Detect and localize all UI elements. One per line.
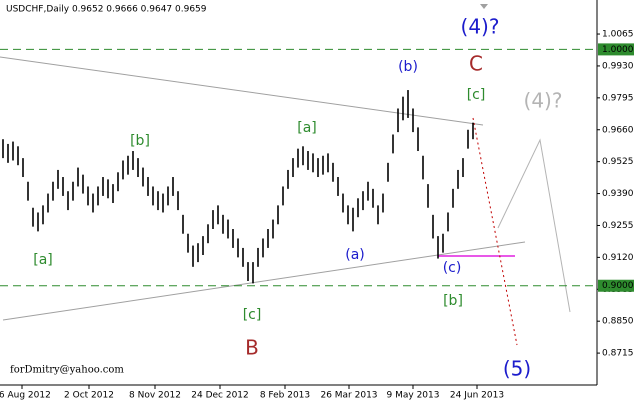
wave-label: (b) <box>398 59 418 75</box>
watermark: forDmitry@yahoo.com <box>10 365 124 376</box>
y-tick-label: 0.9120 <box>602 253 634 263</box>
level-label-box <box>598 43 634 56</box>
x-tick-label: 2 Oct 2012 <box>64 391 114 401</box>
x-tick-label: 26 Aug 2012 <box>0 391 51 401</box>
wave-label: [c] <box>243 307 262 323</box>
x-tick-label: 9 May 2013 <box>387 391 440 401</box>
level-label: 0.9000 <box>602 281 634 291</box>
wave-label: [c] <box>467 87 486 103</box>
x-tick-label: 24 Dec 2012 <box>191 391 249 401</box>
y-tick-label: 0.9660 <box>602 125 634 135</box>
x-tick-label: 8 Feb 2013 <box>260 391 310 401</box>
wave-label: (4)? <box>524 89 563 113</box>
y-tick-label: 0.9390 <box>602 189 634 199</box>
y-tick-label: 0.8850 <box>602 317 634 327</box>
forecast-line <box>497 138 571 313</box>
wave-label: [a] <box>33 252 53 268</box>
wave-label: [a] <box>297 120 317 136</box>
y-tick-label: 0.9255 <box>602 221 634 231</box>
level-label-box <box>598 279 634 292</box>
x-tick-label: 8 Nov 2012 <box>129 391 181 401</box>
shift-marker <box>480 4 488 9</box>
y-tick-label: 0.9795 <box>602 93 634 103</box>
y-tick-label: 0.9525 <box>602 157 634 167</box>
y-tick-label: 1.0065 <box>602 30 634 40</box>
wave-label: (c) <box>443 260 462 276</box>
forecast-line <box>472 117 518 346</box>
wave-label: [b] <box>130 133 150 149</box>
wave-label: (5) <box>503 357 531 381</box>
x-tick-label: 24 Jun 2013 <box>450 391 504 401</box>
wave-label: (4)? <box>461 15 500 39</box>
level-label: 1.0000 <box>602 45 634 55</box>
wave-label: B <box>245 336 259 360</box>
chart-title: USDCHF,Daily 0.9652 0.9666 0.9647 0.9659 <box>6 5 207 15</box>
wave-label: [b] <box>443 293 463 309</box>
y-tick-label: 0.8715 <box>602 349 634 359</box>
wave-label: (a) <box>345 247 365 263</box>
y-tick-label: 0.9930 <box>602 61 634 71</box>
x-tick-label: 26 Mar 2013 <box>320 391 377 401</box>
wave-label: C <box>469 52 483 76</box>
